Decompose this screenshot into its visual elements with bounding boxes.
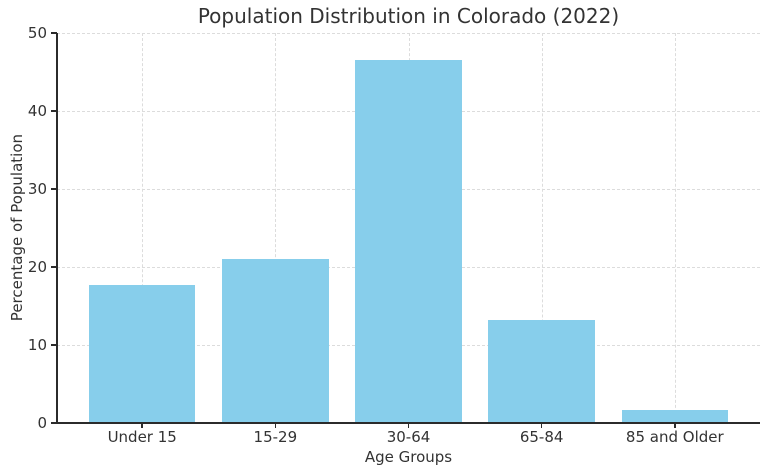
x-tick-mark [274,423,277,428]
bar-85-and-older [621,409,729,423]
y-tick-mark [51,344,57,346]
y-tick-mark [51,266,57,268]
y-tick-label: 30 [27,180,47,198]
x-tick-mark [141,423,143,428]
chart-title: Population Distribution in Colorado (202… [197,4,620,28]
gridline-vertical [674,33,676,423]
y-tick-label: 50 [27,24,47,42]
gridline-vertical [275,33,277,423]
y-axis-label-wrap: Percentage of Population [6,33,28,423]
x-axis-label: Age Groups [364,448,453,466]
left-spine [56,33,58,423]
bar-15-29 [222,259,329,423]
gridline-vertical [541,33,543,423]
y-tick-label: 20 [27,258,47,276]
plot-area [56,33,760,424]
x-tick-label: Under 15 [107,428,177,446]
y-axis-label: Percentage of Population [8,134,26,322]
x-tick-label: 30-64 [386,428,431,446]
y-tick-label: 10 [27,336,47,354]
bar-65-84 [488,320,595,423]
x-tick-label: 15-29 [253,428,298,446]
x-tick-label: 85 and Older [625,428,724,446]
x-tick-mark [407,423,410,428]
y-tick-label: 40 [27,102,47,120]
y-tick-mark [51,110,57,112]
x-tick-mark [674,423,676,428]
x-tick-label: 65-84 [519,428,564,446]
y-tick-mark [51,422,57,424]
y-tick-mark [51,32,57,34]
y-tick-mark [51,188,57,190]
bar-30-64 [355,60,462,423]
bar-under-15 [88,284,196,423]
x-tick-mark [540,423,543,428]
y-tick-label: 0 [37,414,47,432]
gridline-vertical [142,33,144,423]
